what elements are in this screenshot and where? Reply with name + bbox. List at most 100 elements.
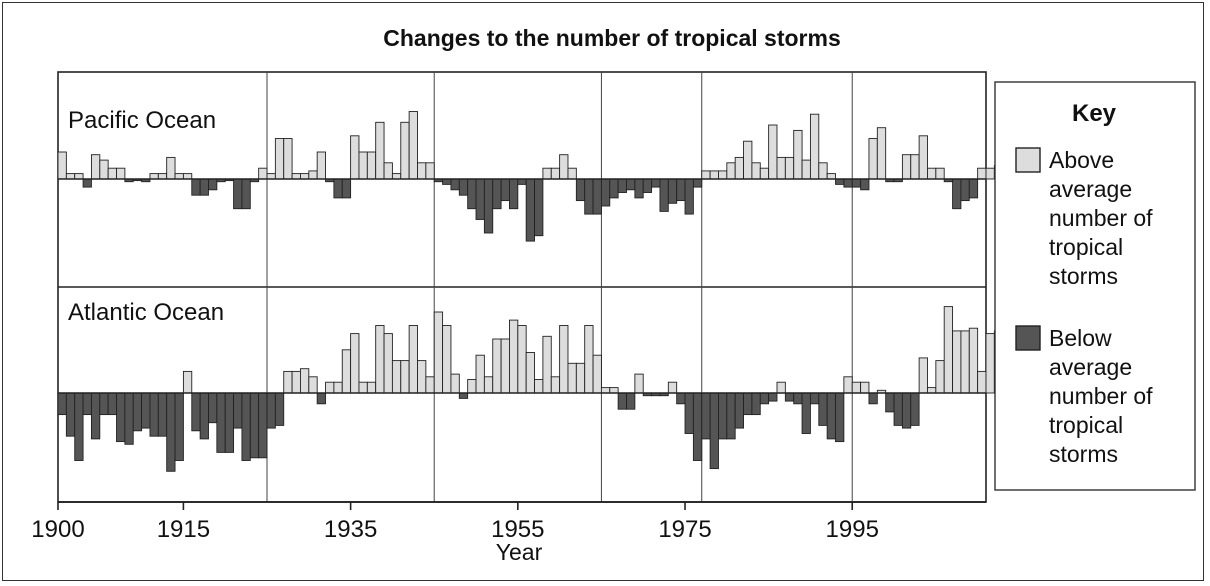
atlantic-bar-1960 <box>559 325 569 394</box>
pacific-bar-1948 <box>458 178 469 196</box>
x-tick-label-1900: 1900 <box>31 516 84 543</box>
atlantic-bar-1932 <box>325 381 335 394</box>
legend-line: storms <box>1049 441 1118 467</box>
atlantic-bar-1973 <box>667 381 678 394</box>
pacific-bar-1967 <box>617 178 627 193</box>
pacific-bar-1951 <box>483 178 494 234</box>
atlantic-bar-1956 <box>525 352 535 394</box>
pacific-bar-2005 <box>935 167 945 180</box>
pacific-bar-1987 <box>784 156 795 180</box>
atlantic-bar-1962 <box>575 362 586 394</box>
pacific-bar-1961 <box>567 167 577 180</box>
legend-line: tropical <box>1049 412 1123 438</box>
pacific-bar-2002 <box>910 154 920 180</box>
atlantic-bar-1982 <box>743 392 753 416</box>
pacific-bar-1940 <box>391 173 402 180</box>
atlantic-bar-1935 <box>350 333 360 394</box>
pacific-bar-1946 <box>442 178 452 185</box>
atlantic-bar-1939 <box>383 333 393 394</box>
pacific-bar-1924 <box>258 167 268 180</box>
atlantic-bar-1994 <box>843 376 853 394</box>
pacific-bar-1957 <box>534 178 544 237</box>
atlantic-bar-1905 <box>99 392 109 416</box>
pacific-bar-1906 <box>107 167 117 180</box>
atlantic-bar-1996 <box>860 381 870 394</box>
atlantic-bar-2000 <box>893 392 903 426</box>
pacific-bar-2004 <box>927 167 937 180</box>
atlantic-bar-2001 <box>901 392 912 429</box>
atlantic-bar-1976 <box>692 392 703 461</box>
atlantic-bar-1917 <box>199 392 209 440</box>
pacific-bar-1953 <box>500 178 510 202</box>
atlantic-bar-2009 <box>968 327 979 394</box>
pacific-bar-1995 <box>851 178 862 188</box>
pacific-bar-1904 <box>90 154 101 180</box>
pacific-bar-1916 <box>191 178 201 196</box>
legend-line: Above <box>1049 147 1114 173</box>
atlantic-bar-1903 <box>82 392 92 416</box>
atlantic-bar-1952 <box>492 338 502 394</box>
pacific-bar-1911 <box>149 173 159 180</box>
legend-swatch-above <box>1015 147 1041 173</box>
atlantic-bar-1963 <box>584 325 594 394</box>
atlantic-bar-1991 <box>818 392 828 426</box>
atlantic-bar-1944 <box>425 376 435 394</box>
atlantic-bar-1911 <box>149 392 159 437</box>
pacific-bar-1969 <box>634 178 644 199</box>
atlantic-bar-1937 <box>366 381 377 394</box>
pacific-bar-1998 <box>876 127 887 180</box>
pacific-bar-1975 <box>684 178 694 215</box>
atlantic-bar-1915 <box>182 370 193 394</box>
pacific-bar-1988 <box>793 129 803 180</box>
pacific-bar-1959 <box>550 167 561 180</box>
atlantic-bar-1909 <box>132 392 143 432</box>
pacific-bar-1926 <box>274 138 285 180</box>
x-tick-label-1915: 1915 <box>157 516 210 543</box>
pacific-bar-1941 <box>400 121 410 180</box>
pacific-bar-1985 <box>768 124 778 180</box>
atlantic-bar-1906 <box>107 392 117 416</box>
pacific-bar-1907 <box>116 167 126 180</box>
pacific-bar-1930 <box>308 170 318 180</box>
atlantic-bar-2010 <box>977 370 987 394</box>
pacific-bar-1958 <box>542 167 552 180</box>
pacific-bar-1942 <box>408 111 418 180</box>
legend: Key Above average number of tropical storms … <box>994 81 1196 491</box>
legend-line: tropical <box>1049 234 1123 260</box>
pacific-bar-1982 <box>743 140 753 180</box>
atlantic-bar-1910 <box>141 392 151 429</box>
atlantic-bar-1927 <box>283 370 293 394</box>
pacific-bar-1954 <box>509 178 519 210</box>
legend-line: average <box>1049 354 1132 380</box>
atlantic-bar-1934 <box>341 349 352 394</box>
pacific-bar-1950 <box>475 178 485 220</box>
pacific-bar-1972 <box>659 178 669 212</box>
atlantic-bar-1930 <box>308 376 318 394</box>
pacific-bar-1921 <box>233 178 243 210</box>
pacific-bar-1966 <box>609 178 619 199</box>
atlantic-bar-1961 <box>567 362 577 394</box>
pacific-bar-1983 <box>751 162 761 180</box>
atlantic-bar-1977 <box>701 392 711 440</box>
atlantic-bar-1902 <box>74 392 84 461</box>
atlantic-bar-1987 <box>784 392 795 402</box>
pacific-bar-2011 <box>985 167 995 180</box>
pacific-bar-1970 <box>642 178 653 193</box>
atlantic-bar-1981 <box>734 392 745 429</box>
pacific-bar-1980 <box>726 162 736 180</box>
pacific-bar-1947 <box>450 178 460 191</box>
atlantic-panel-label: Atlantic Ocean <box>68 299 224 326</box>
pacific-bar-1955 <box>517 178 527 185</box>
atlantic-bar-1985 <box>768 392 778 402</box>
pacific-bar-1986 <box>776 156 786 180</box>
pacific-bar-1984 <box>759 167 770 180</box>
pacific-bar-1971 <box>651 178 661 188</box>
atlantic-bar-1913 <box>166 392 176 472</box>
atlantic-bar-2006 <box>943 306 954 394</box>
pacific-bar-1974 <box>676 178 686 202</box>
pacific-bar-1928 <box>291 173 301 180</box>
atlantic-bar-1933 <box>333 381 343 394</box>
atlantic-bar-1959 <box>550 376 561 394</box>
